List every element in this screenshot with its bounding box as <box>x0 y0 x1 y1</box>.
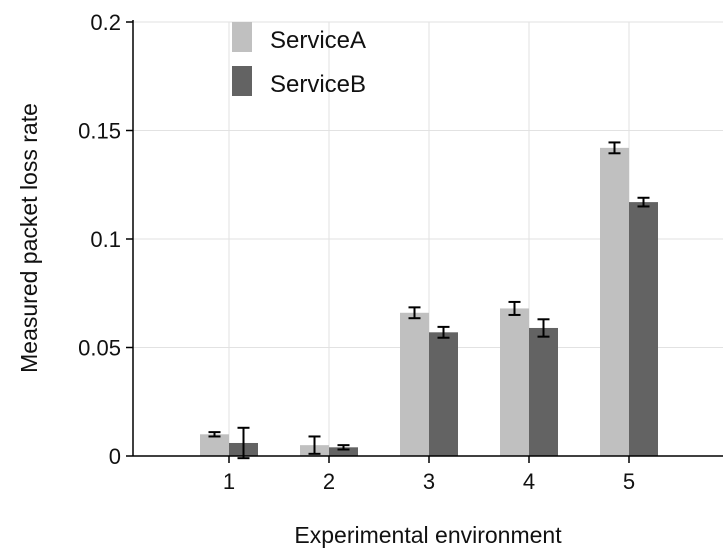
bar-servicea-3 <box>400 312 429 456</box>
x-tick-label-2: 2 <box>323 469 335 494</box>
tick-labels: 0 0.05 0.1 0.15 0.2 1 2 3 4 5 <box>78 10 635 494</box>
y-tick-label-2: 0.1 <box>90 227 121 252</box>
error-bar-serviceb-3 <box>437 325 450 339</box>
legend: ServiceA ServiceB <box>232 22 366 98</box>
x-tick-label-5: 5 <box>623 469 635 494</box>
axes <box>126 20 723 463</box>
bar-serviceb-4 <box>529 327 558 456</box>
bar-serviceb-2 <box>329 447 358 456</box>
y-axis-title: Measured packet loss rate <box>16 103 42 373</box>
y-tick-label-3: 0.15 <box>78 119 121 144</box>
x-axis-title: Experimental environment <box>294 522 562 548</box>
x-tick-label-4: 4 <box>523 469 535 494</box>
error-bar-servicea-2 <box>308 435 321 455</box>
legend-label-serviceb: ServiceB <box>270 71 366 98</box>
error-bar-servicea-5 <box>608 141 621 155</box>
bar-serviceb-5 <box>629 202 658 456</box>
legend-swatch-servicea <box>232 22 252 52</box>
y-tick-label-4: 0.2 <box>90 10 121 35</box>
error-bar-serviceb-2 <box>337 444 350 451</box>
error-bar-serviceb-1 <box>237 426 250 460</box>
error-bar-servicea-3 <box>408 306 421 320</box>
bar-servicea-1 <box>200 434 229 456</box>
bar-serviceb-3 <box>429 332 458 456</box>
error-bar-serviceb-4 <box>537 318 550 338</box>
error-bars <box>208 141 650 460</box>
bar-servicea-4 <box>500 308 529 456</box>
y-tick-label-0: 0 <box>109 444 121 469</box>
bar-servicea-5 <box>600 147 629 457</box>
y-tick-label-1: 0.05 <box>78 336 121 361</box>
bars <box>200 147 658 457</box>
x-tick-label-1: 1 <box>223 469 235 494</box>
x-tick-label-3: 3 <box>423 469 435 494</box>
legend-swatch-serviceb <box>232 66 252 96</box>
error-bar-servicea-1 <box>208 431 221 438</box>
error-bar-servicea-4 <box>508 300 521 316</box>
error-bar-serviceb-5 <box>637 196 650 208</box>
legend-label-servicea: ServiceA <box>270 27 366 54</box>
